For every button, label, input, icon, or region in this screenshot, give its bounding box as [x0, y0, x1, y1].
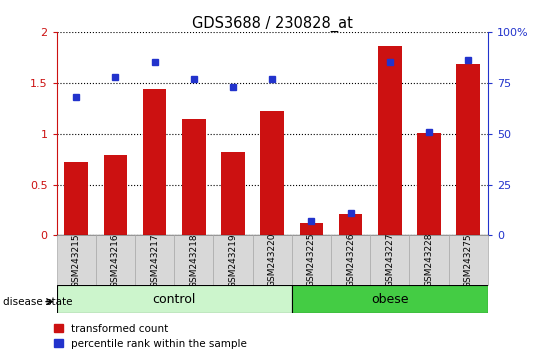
Text: GSM243215: GSM243215: [72, 233, 81, 287]
Bar: [457, 64, 480, 235]
Bar: [410, 235, 448, 285]
Text: GSM243219: GSM243219: [229, 233, 238, 287]
Bar: [292, 285, 488, 313]
Bar: [143, 89, 167, 235]
Text: GSM243227: GSM243227: [385, 233, 395, 287]
Bar: [260, 111, 284, 235]
Text: GSM243225: GSM243225: [307, 233, 316, 287]
Bar: [417, 133, 441, 235]
Text: disease state: disease state: [3, 297, 72, 307]
Text: GSM243218: GSM243218: [189, 233, 198, 287]
Text: GSM243275: GSM243275: [464, 233, 473, 287]
Bar: [331, 235, 370, 285]
Bar: [174, 235, 213, 285]
Text: GSM243220: GSM243220: [268, 233, 277, 287]
Bar: [213, 235, 253, 285]
Bar: [221, 152, 245, 235]
Bar: [370, 235, 410, 285]
Text: GSM243228: GSM243228: [425, 233, 433, 287]
Bar: [96, 235, 135, 285]
Text: GSM243226: GSM243226: [346, 233, 355, 287]
Bar: [339, 214, 362, 235]
Bar: [65, 162, 88, 235]
Bar: [292, 235, 331, 285]
Bar: [182, 119, 205, 235]
Legend: transformed count, percentile rank within the sample: transformed count, percentile rank withi…: [54, 324, 247, 349]
Text: GSM243217: GSM243217: [150, 233, 159, 287]
Bar: [57, 285, 292, 313]
Text: control: control: [153, 293, 196, 306]
Bar: [57, 235, 96, 285]
Bar: [103, 155, 127, 235]
Bar: [300, 223, 323, 235]
Bar: [135, 235, 174, 285]
Bar: [253, 235, 292, 285]
Bar: [448, 235, 488, 285]
Text: obese: obese: [371, 293, 409, 306]
Title: GDS3688 / 230828_at: GDS3688 / 230828_at: [192, 16, 353, 32]
Text: GSM243216: GSM243216: [111, 233, 120, 287]
Bar: [378, 46, 402, 235]
